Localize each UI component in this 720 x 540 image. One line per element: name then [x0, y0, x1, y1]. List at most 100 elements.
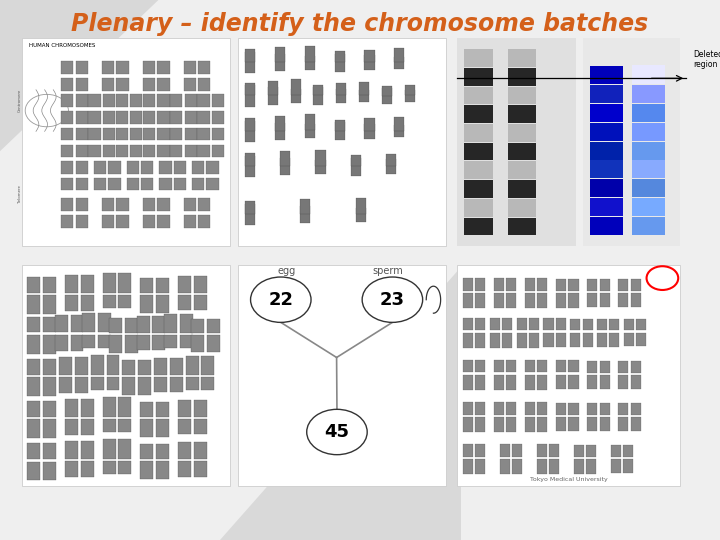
- Bar: [569, 375, 579, 389]
- Bar: [475, 459, 485, 475]
- Bar: [569, 417, 579, 431]
- Bar: [525, 375, 535, 390]
- Bar: [632, 123, 665, 140]
- Bar: [194, 276, 207, 293]
- Bar: [590, 217, 623, 235]
- Bar: [27, 335, 40, 354]
- Circle shape: [307, 409, 367, 455]
- Bar: [59, 357, 72, 375]
- Bar: [490, 318, 500, 330]
- Bar: [174, 178, 186, 191]
- Bar: [43, 335, 56, 354]
- Bar: [525, 278, 535, 291]
- Bar: [198, 78, 210, 91]
- Bar: [569, 279, 579, 291]
- Bar: [268, 81, 278, 95]
- Bar: [494, 402, 504, 415]
- Bar: [194, 442, 207, 458]
- Bar: [494, 293, 504, 308]
- Bar: [537, 459, 547, 474]
- Bar: [537, 375, 547, 390]
- Bar: [268, 87, 278, 105]
- Bar: [143, 127, 155, 140]
- Bar: [89, 94, 101, 107]
- Bar: [22, 265, 230, 486]
- Bar: [43, 359, 56, 375]
- Bar: [508, 86, 536, 104]
- Bar: [156, 402, 169, 417]
- Bar: [138, 377, 151, 395]
- Bar: [238, 38, 446, 246]
- Bar: [335, 53, 345, 72]
- Text: egg: egg: [277, 266, 296, 276]
- Bar: [557, 375, 567, 389]
- Bar: [618, 361, 629, 373]
- Bar: [506, 402, 516, 415]
- Bar: [275, 116, 285, 131]
- Bar: [537, 278, 547, 291]
- Bar: [156, 295, 169, 313]
- Bar: [582, 333, 593, 347]
- Bar: [305, 114, 315, 131]
- Bar: [71, 335, 84, 351]
- Bar: [207, 178, 219, 191]
- Bar: [600, 375, 610, 389]
- Bar: [280, 151, 290, 166]
- Bar: [623, 459, 633, 473]
- Bar: [119, 439, 132, 458]
- Bar: [43, 278, 56, 293]
- Bar: [138, 360, 151, 375]
- Bar: [43, 443, 56, 458]
- Text: Plenary – identify the chromosome batches: Plenary – identify the chromosome batche…: [71, 12, 649, 36]
- Bar: [588, 417, 598, 431]
- Bar: [508, 105, 536, 123]
- Bar: [103, 397, 116, 417]
- Bar: [75, 377, 88, 393]
- Bar: [157, 127, 170, 140]
- Bar: [590, 179, 623, 198]
- Bar: [81, 441, 94, 458]
- Bar: [65, 399, 78, 417]
- Bar: [119, 273, 132, 293]
- Bar: [125, 318, 138, 333]
- Text: 45: 45: [325, 423, 349, 441]
- Bar: [494, 360, 504, 373]
- Bar: [197, 145, 210, 157]
- Bar: [103, 94, 115, 107]
- Bar: [300, 199, 310, 214]
- Bar: [81, 295, 94, 311]
- Bar: [117, 198, 129, 211]
- Bar: [159, 161, 171, 173]
- Bar: [537, 293, 547, 308]
- Bar: [184, 78, 196, 91]
- Bar: [611, 445, 621, 457]
- Bar: [103, 145, 115, 157]
- Bar: [127, 161, 139, 173]
- Polygon shape: [220, 267, 461, 540]
- Bar: [464, 68, 493, 86]
- Bar: [351, 155, 361, 166]
- Bar: [116, 145, 128, 157]
- Bar: [506, 278, 516, 291]
- Bar: [557, 361, 567, 373]
- Bar: [508, 161, 536, 179]
- Bar: [61, 78, 73, 91]
- Bar: [588, 293, 598, 307]
- Bar: [457, 265, 680, 486]
- Bar: [618, 375, 629, 389]
- Bar: [245, 121, 255, 142]
- Bar: [557, 279, 567, 291]
- Bar: [184, 94, 197, 107]
- Bar: [89, 111, 101, 124]
- Bar: [212, 127, 224, 140]
- Bar: [212, 94, 224, 107]
- Bar: [464, 218, 493, 235]
- Bar: [198, 215, 210, 228]
- Circle shape: [362, 277, 423, 322]
- Bar: [157, 61, 170, 74]
- Bar: [22, 38, 230, 246]
- Bar: [157, 145, 170, 157]
- Bar: [623, 445, 633, 457]
- Bar: [143, 198, 155, 211]
- Bar: [245, 52, 255, 73]
